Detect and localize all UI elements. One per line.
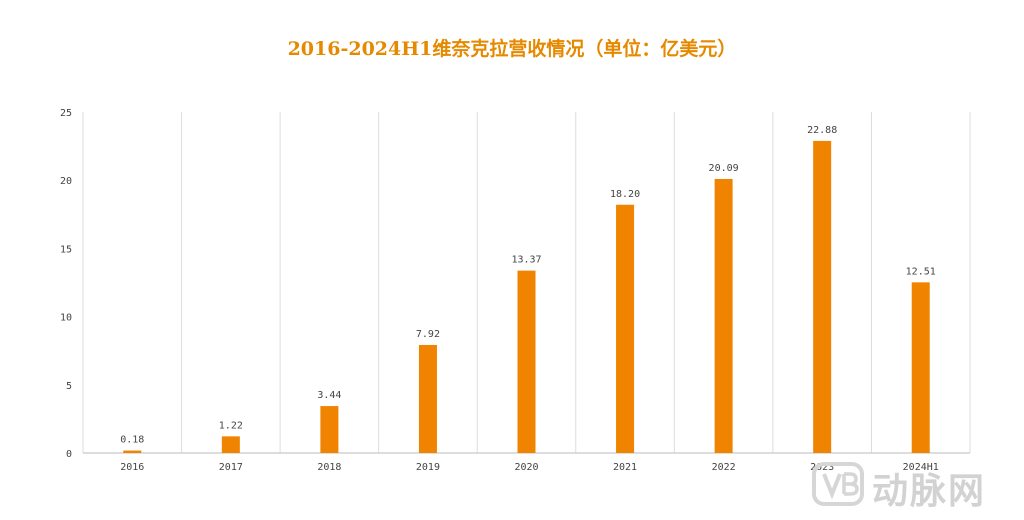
data-label: 7.92 [416,329,440,340]
bar [616,204,635,453]
y-tick-label: 10 [60,313,72,324]
x-tick-label: 2020 [514,462,538,473]
watermark: 动脉网 [810,460,1010,512]
y-tick-label: 25 [60,108,72,119]
x-tick-label: 2016 [120,462,144,473]
x-tick-label: 2022 [712,462,736,473]
data-label: 0.18 [120,435,144,446]
bar [320,406,339,453]
y-tick-label: 5 [66,381,72,392]
data-label: 20.09 [709,163,739,174]
bar [123,450,142,453]
y-tick-label: 15 [60,244,72,255]
data-label: 12.51 [906,266,936,277]
bar [418,344,437,453]
x-tick-label: 2023 [810,462,834,473]
x-tick-label: 2019 [416,462,440,473]
bar [911,282,930,453]
y-tick-label: 20 [60,176,72,187]
x-tick-label: 2018 [317,462,341,473]
x-tick-label: 2024H1 [903,462,939,473]
watermark-text: 动脉网 [872,471,987,512]
watermark-logo-icon [812,462,864,506]
data-label: 13.37 [511,255,541,266]
data-label: 1.22 [219,420,243,431]
data-label: 3.44 [317,390,341,401]
x-tick-label: 2017 [219,462,243,473]
bar [714,178,733,453]
y-tick-label: 0 [66,449,72,460]
bar [813,140,832,453]
data-label: 22.88 [807,125,837,136]
bar [221,436,240,453]
bar [517,270,536,453]
data-label: 18.20 [610,189,640,200]
chart-title: 2016-2024H1维奈克拉营收情况（单位：亿美元） [287,38,737,60]
x-tick-label: 2021 [613,462,637,473]
